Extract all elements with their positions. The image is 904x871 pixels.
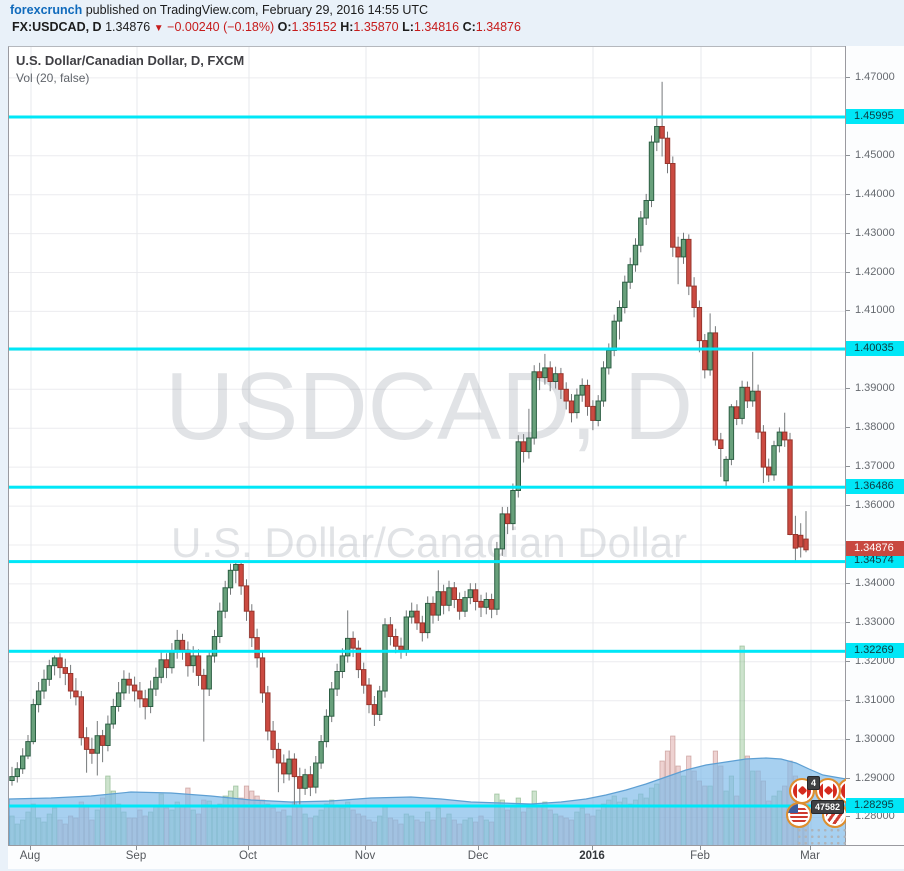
dotted-pattern — [796, 827, 846, 846]
support-resistance-line — [9, 347, 846, 351]
idea-count-badge: 47582 — [811, 800, 845, 814]
price-axis-label: 1.45000 — [855, 149, 895, 161]
watermark-symbol: USDCAD, D — [165, 353, 693, 460]
axis-tick — [846, 622, 850, 623]
idea-bubble-us-flag-icon[interactable] — [786, 802, 812, 828]
high-value: 1.35870 — [353, 20, 399, 34]
us-flag-canton — [788, 804, 798, 813]
quote-line: FX:USDCAD, D 1.34876 ▼ −0.00240 (−0.18%)… — [12, 20, 521, 34]
close-value: 1.34876 — [475, 20, 521, 34]
price-change: −0.00240 (−0.18%) — [167, 20, 275, 34]
high-label: H: — [340, 20, 354, 34]
axis-tick — [846, 272, 850, 273]
symbol-label: FX:USDCAD, D — [12, 20, 102, 34]
axis-tick — [846, 427, 850, 428]
close-label: C: — [462, 20, 476, 34]
price-axis-label: 1.38000 — [855, 421, 895, 433]
time-axis-label: Oct — [239, 850, 257, 862]
support-resistance-line — [9, 560, 846, 564]
price-axis-label: 1.43000 — [855, 227, 895, 239]
price-axis-label: 1.47000 — [855, 71, 895, 83]
watermark-name: U.S. Dollar/Canadian Dollar — [171, 519, 687, 566]
maple-leaf-icon — [797, 785, 808, 796]
price-axis-label: 1.28000 — [855, 810, 895, 822]
candles-layer — [9, 81, 809, 805]
publish-line: forexcrunch published on TradingView.com… — [10, 3, 428, 17]
time-axis[interactable]: Aug Sep Oct Nov Dec 2016 Feb Mar — [8, 845, 904, 869]
down-arrow-icon: ▼ — [153, 23, 164, 34]
idea-count-badge: 4 — [807, 776, 821, 790]
publish-text: published on TradingView.com, February 2… — [85, 3, 429, 17]
axis-tick — [846, 310, 850, 311]
candlestick-chart: USDCAD, D U.S. Dollar/Canadian Dollar — [9, 47, 846, 846]
axis-tick — [810, 846, 811, 850]
volume-ma-area — [9, 757, 846, 846]
open-label: O: — [277, 20, 292, 34]
support-resistance-line — [9, 485, 846, 489]
maple-leaf-icon — [823, 785, 834, 796]
axis-tick — [365, 846, 366, 850]
price-axis-label: 1.42000 — [855, 266, 895, 278]
time-axis-label: Dec — [467, 850, 489, 862]
time-axis-label: 2016 — [579, 850, 605, 862]
open-value: 1.35152 — [291, 20, 337, 34]
price-axis-label: 1.39000 — [855, 382, 895, 394]
axis-tick — [846, 700, 850, 701]
axis-tick — [846, 816, 850, 817]
level-price-badge: 1.32269 — [846, 643, 904, 658]
level-price-badge: 1.34574 — [846, 553, 904, 568]
price-axis-label: 1.34000 — [855, 577, 895, 589]
axis-tick — [846, 661, 850, 662]
support-resistance-lines[interactable] — [9, 115, 846, 808]
price-axis-label: 1.31000 — [855, 694, 895, 706]
axis-tick — [136, 846, 137, 850]
price-axis-label: 1.44000 — [855, 188, 895, 200]
support-resistance-line — [9, 115, 846, 119]
last-price: 1.34876 — [105, 20, 151, 34]
axis-tick — [846, 466, 850, 467]
axis-tick — [846, 233, 850, 234]
price-axis-label: 1.37000 — [855, 460, 895, 472]
axis-tick — [846, 583, 850, 584]
time-axis-label: Sep — [125, 850, 147, 862]
price-axis-label: 1.33000 — [855, 616, 895, 628]
time-axis-label: Nov — [354, 850, 376, 862]
volume-indicator-label: Vol (20, false) — [16, 71, 90, 85]
axis-tick — [846, 194, 850, 195]
grid-vertical — [30, 47, 812, 846]
support-resistance-line — [9, 649, 846, 653]
axis-tick — [248, 846, 249, 850]
axis-tick — [700, 846, 701, 850]
axis-tick — [846, 388, 850, 389]
price-axis-label: 1.36000 — [855, 499, 895, 511]
axis-tick — [846, 505, 850, 506]
level-price-badge: 1.28295 — [846, 798, 904, 813]
last-price-badge: 1.34876 — [846, 541, 904, 556]
low-value: 1.34816 — [413, 20, 460, 34]
price-axis-label: 1.30000 — [855, 733, 895, 745]
price-axis-label: 1.32000 — [855, 655, 895, 667]
axis-tick — [846, 778, 850, 779]
axis-tick — [846, 739, 850, 740]
axis-tick — [846, 77, 850, 78]
support-resistance-line — [9, 804, 846, 808]
level-price-badge: 1.36486 — [846, 479, 904, 494]
price-axis-label: 1.41000 — [855, 304, 895, 316]
time-axis-label: Mar — [800, 850, 820, 862]
axis-tick — [592, 846, 593, 850]
time-axis-label: Feb — [690, 850, 710, 862]
price-axis[interactable]: 1.47000 1.45000 1.44000 1.43000 1.42000 1.410… — [845, 46, 904, 845]
source-link[interactable]: forexcrunch — [10, 3, 83, 17]
axis-tick — [846, 155, 850, 156]
axis-tick — [30, 846, 31, 850]
chart-title: U.S. Dollar/Canadian Dollar, D, FXCM — [16, 53, 245, 68]
price-chart-pane[interactable]: USDCAD, D U.S. Dollar/Canadian Dollar U.S… — [8, 46, 846, 846]
time-axis-label: Aug — [19, 850, 41, 862]
low-label: L: — [402, 20, 414, 34]
axis-tick — [478, 846, 479, 850]
level-price-badge: 1.45995 — [846, 109, 904, 124]
price-axis-label: 1.29000 — [855, 772, 895, 784]
level-price-badge: 1.40035 — [846, 341, 904, 356]
